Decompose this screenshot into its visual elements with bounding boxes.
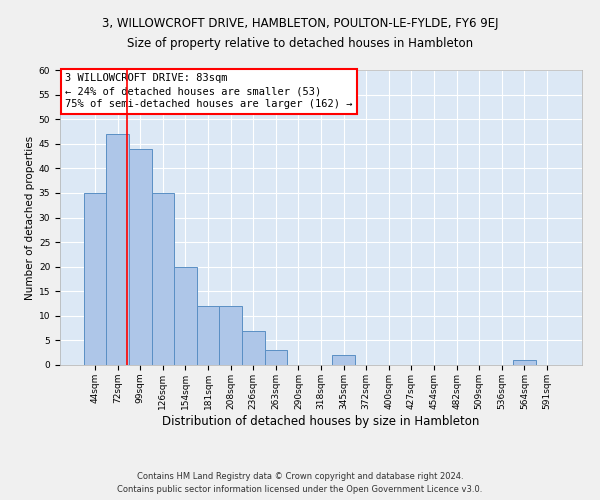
Text: 3, WILLOWCROFT DRIVE, HAMBLETON, POULTON-LE-FYLDE, FY6 9EJ: 3, WILLOWCROFT DRIVE, HAMBLETON, POULTON… [102, 18, 498, 30]
Bar [152, 193, 174, 365]
Bar [513, 360, 536, 365]
Y-axis label: Number of detached properties: Number of detached properties [25, 136, 35, 300]
Bar [106, 134, 129, 365]
Text: 3 WILLOWCROFT DRIVE: 83sqm
← 24% of detached houses are smaller (53)
75% of semi: 3 WILLOWCROFT DRIVE: 83sqm ← 24% of deta… [65, 73, 353, 110]
Bar [84, 193, 106, 365]
Bar [220, 306, 242, 365]
Text: Size of property relative to detached houses in Hambleton: Size of property relative to detached ho… [127, 38, 473, 51]
Bar [174, 266, 197, 365]
Bar [197, 306, 220, 365]
Bar [332, 355, 355, 365]
Bar [265, 350, 287, 365]
Text: Contains HM Land Registry data © Crown copyright and database right 2024.: Contains HM Land Registry data © Crown c… [137, 472, 463, 481]
X-axis label: Distribution of detached houses by size in Hambleton: Distribution of detached houses by size … [163, 414, 479, 428]
Text: Contains public sector information licensed under the Open Government Licence v3: Contains public sector information licen… [118, 485, 482, 494]
Bar [129, 148, 152, 365]
Bar [242, 330, 265, 365]
